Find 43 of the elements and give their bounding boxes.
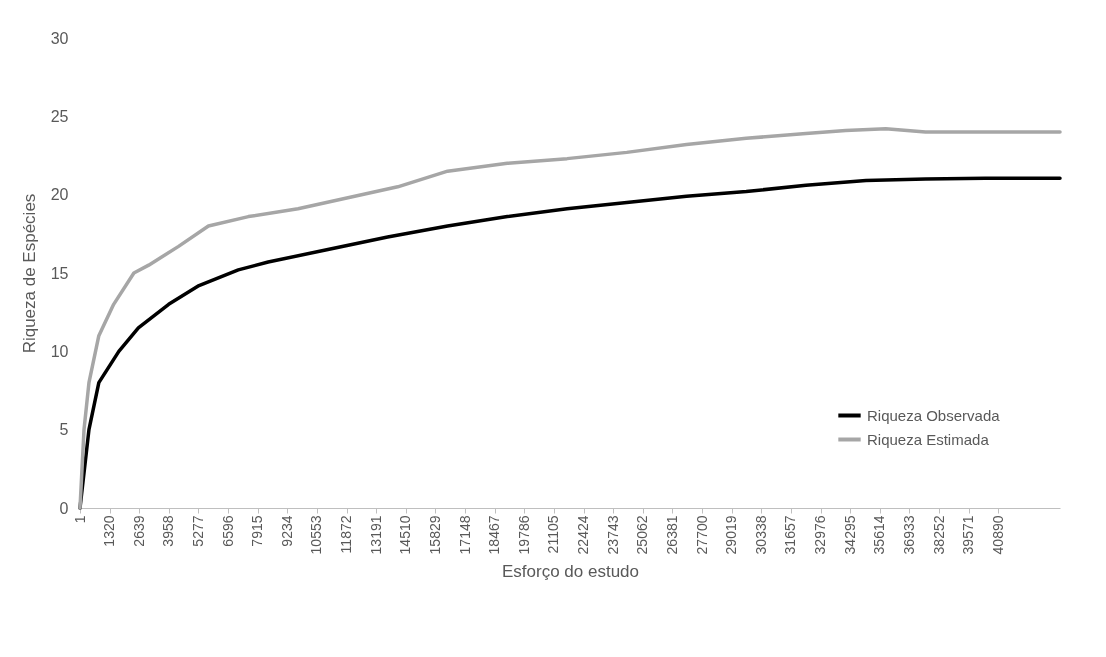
y-axis-title: Riqueza de Espécies bbox=[19, 193, 39, 354]
x-tick-label: 38252 bbox=[930, 515, 947, 555]
x-tick-label: 1320 bbox=[101, 515, 118, 547]
x-tick-label: 6596 bbox=[219, 515, 236, 547]
x-tick-label: 29019 bbox=[723, 515, 740, 555]
x-tick-label: 17148 bbox=[456, 515, 473, 555]
x-tick-label: 3958 bbox=[160, 515, 177, 547]
y-tick-label: 25 bbox=[50, 107, 69, 125]
x-tick-label: 18467 bbox=[486, 515, 503, 555]
x-tick-label: 22424 bbox=[575, 515, 592, 555]
x-tick-label: 5277 bbox=[189, 515, 206, 547]
x-tick-label: 21105 bbox=[545, 515, 562, 554]
x-tick-label: 25062 bbox=[634, 515, 651, 555]
x-tick-label: 39571 bbox=[960, 515, 977, 555]
legend-label: Riqueza Estimada bbox=[867, 430, 990, 448]
x-tick-label: 7915 bbox=[249, 515, 266, 547]
x-tick-label: 40890 bbox=[989, 515, 1006, 555]
x-tick-label: 32976 bbox=[812, 515, 829, 555]
x-tick-label: 36933 bbox=[900, 515, 917, 555]
y-tick-label: 10 bbox=[50, 342, 69, 360]
x-tick-label: 9234 bbox=[278, 515, 295, 547]
x-tick-label: 27700 bbox=[693, 515, 710, 555]
x-tick-label: 14510 bbox=[397, 515, 414, 555]
x-tick-label: 34295 bbox=[841, 515, 858, 555]
x-tick-label: 26381 bbox=[663, 515, 680, 555]
x-tick-label: 31657 bbox=[782, 515, 799, 555]
y-tick-label: 30 bbox=[50, 29, 69, 47]
x-tick-label: 35614 bbox=[871, 515, 888, 555]
x-tick-label: 11872 bbox=[338, 515, 355, 554]
legend-label: Riqueza Observada bbox=[867, 406, 1001, 424]
y-tick-label: 15 bbox=[50, 264, 69, 282]
x-axis-title: Esforço do estudo bbox=[501, 562, 640, 582]
x-tick-label: 10553 bbox=[308, 515, 325, 555]
x-tick-label: 30338 bbox=[752, 515, 769, 555]
y-tick-label: 20 bbox=[50, 186, 69, 204]
x-tick-label: 23743 bbox=[604, 515, 621, 555]
x-tick-label: 2639 bbox=[130, 515, 147, 547]
x-tick-label: 1 bbox=[71, 515, 88, 524]
x-tick-label: 13191 bbox=[367, 515, 384, 555]
x-tick-label: 19786 bbox=[515, 515, 532, 555]
y-tick-label: 5 bbox=[59, 421, 69, 439]
y-tick-label: 0 bbox=[59, 499, 69, 517]
x-tick-label: 15829 bbox=[426, 515, 443, 555]
